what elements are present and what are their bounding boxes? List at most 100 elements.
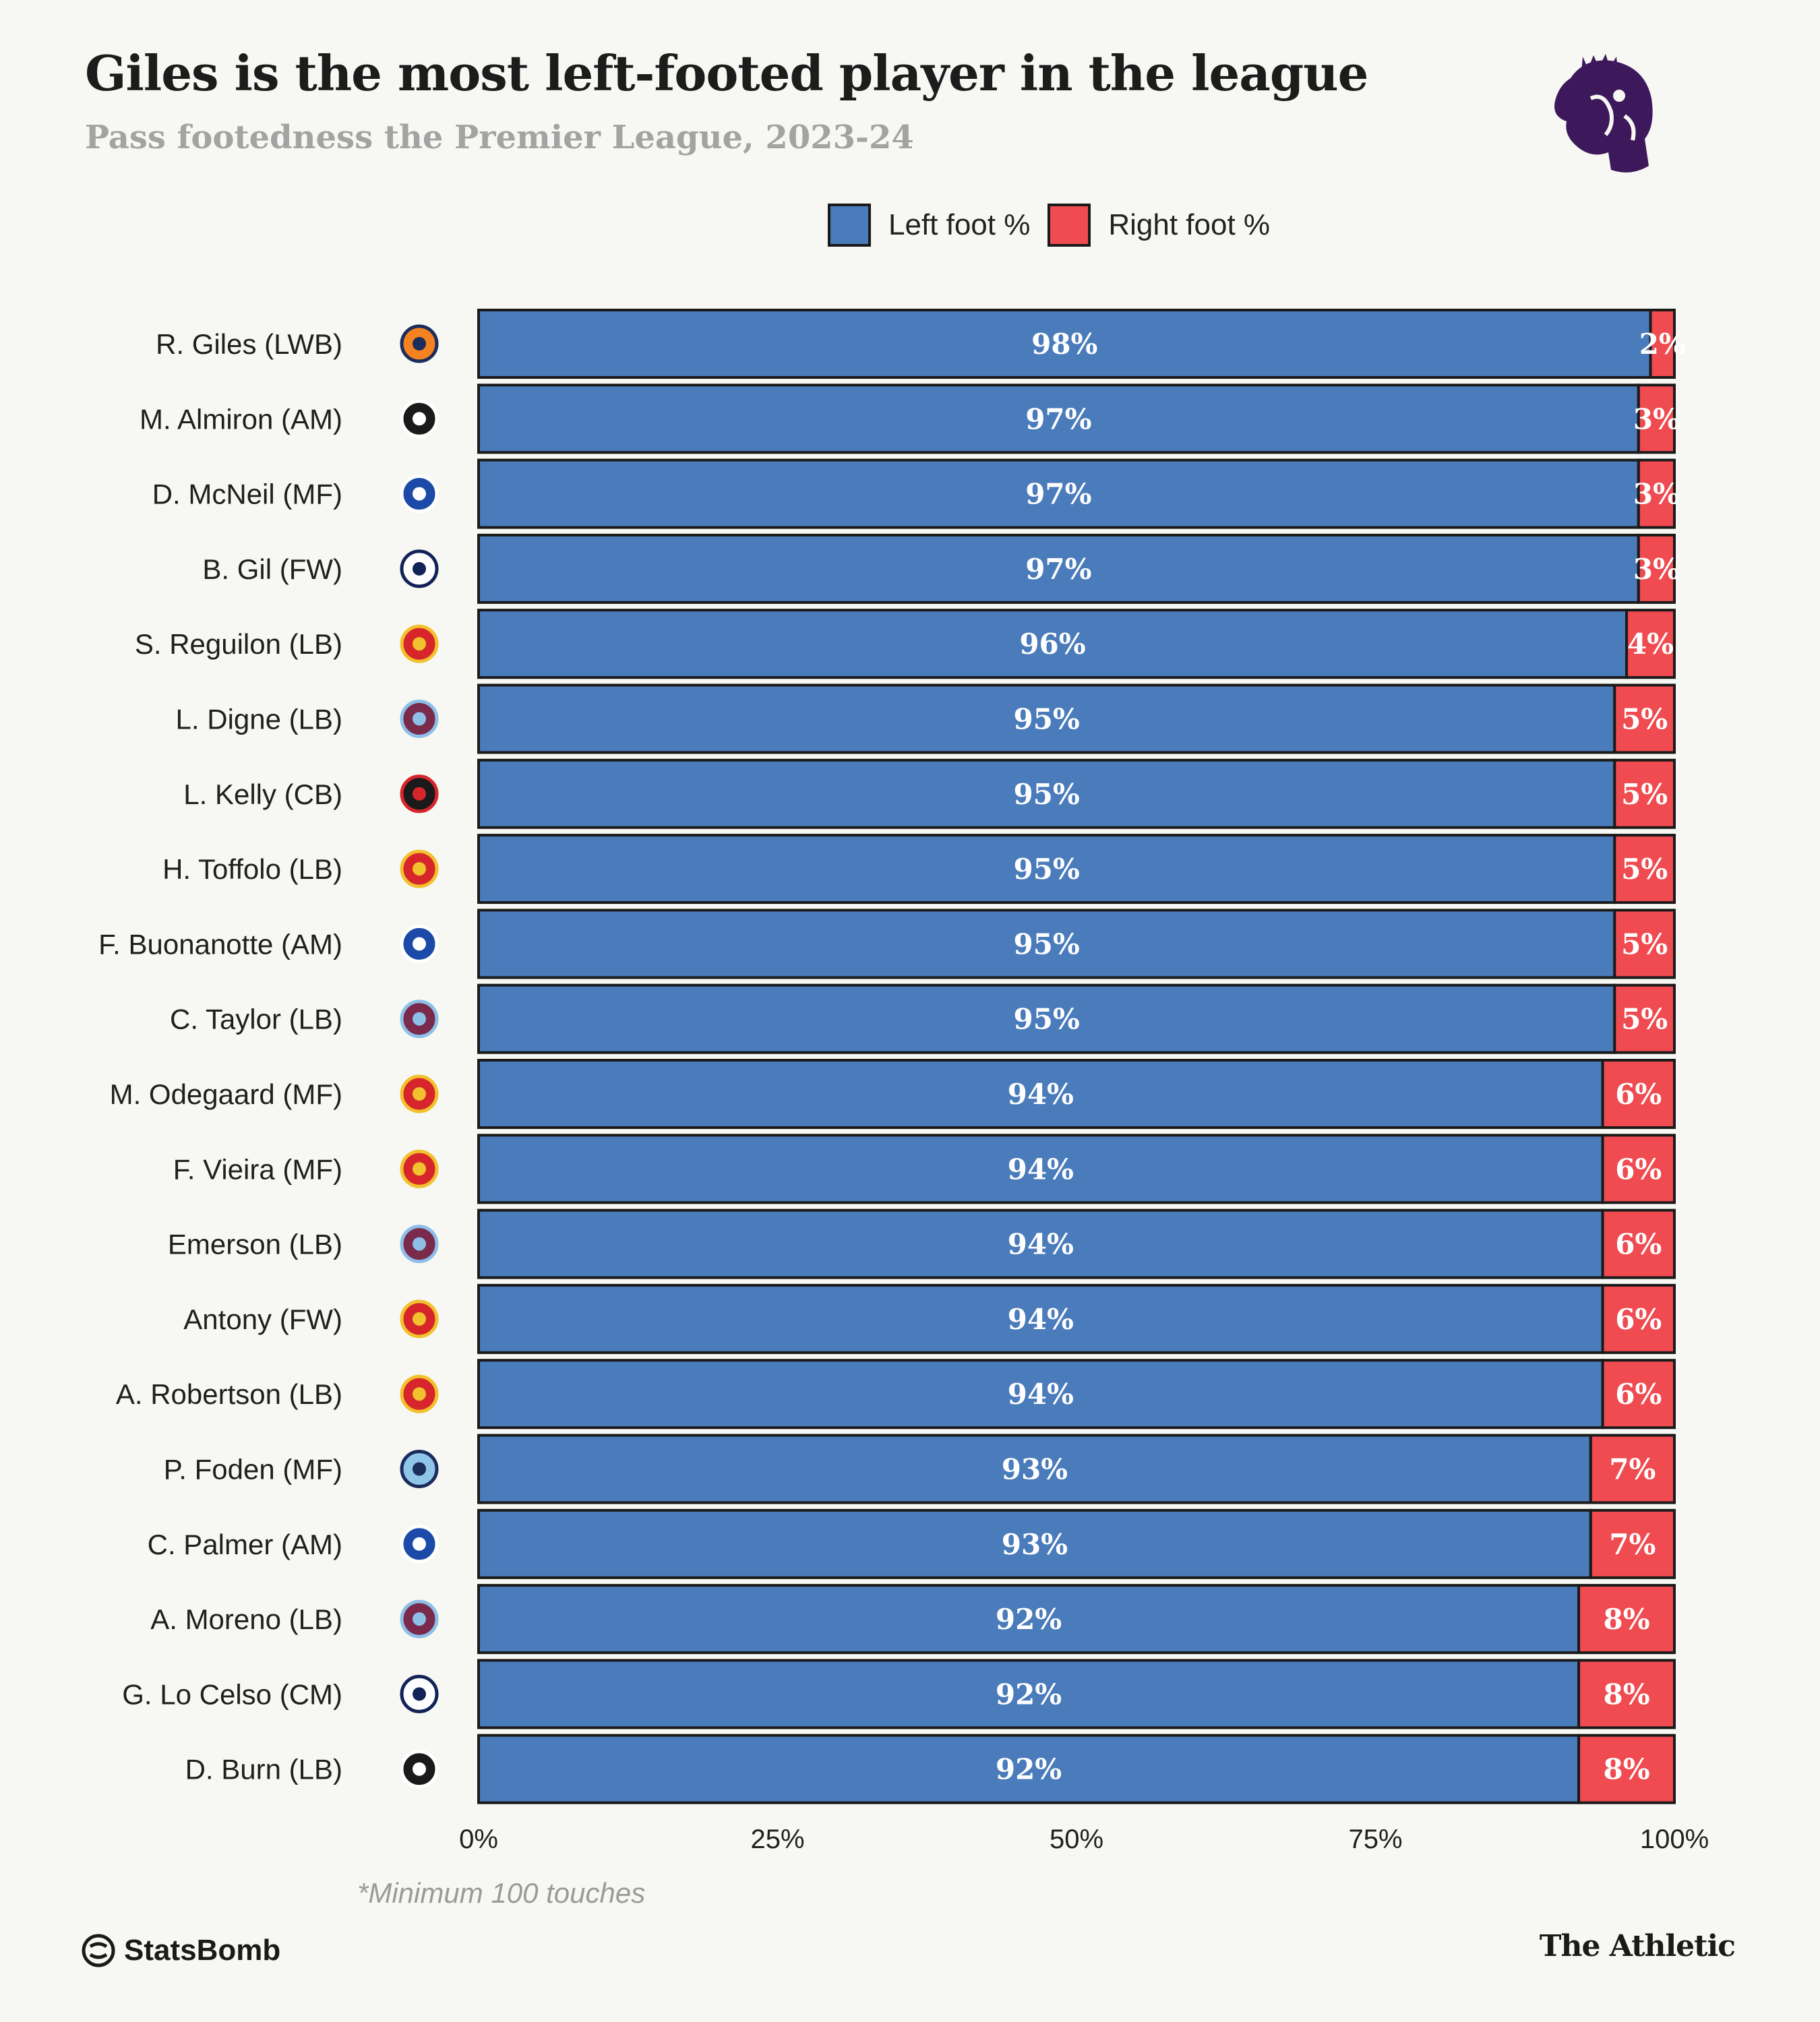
x-tick-label: 75%: [1348, 1825, 1402, 1854]
bar-right-foot: [1589, 1508, 1676, 1579]
tottenham-crest-icon: [400, 1674, 439, 1713]
bar-label-right: 3%: [1633, 402, 1680, 435]
x-tick-label: 100%: [1640, 1825, 1709, 1854]
player-label: Antony (FW): [183, 1304, 342, 1335]
player-label: D. Burn (LB): [185, 1754, 342, 1785]
statsbomb-brand: StatsBomb: [81, 1933, 280, 1968]
bar-label-right: 8%: [1603, 1753, 1649, 1786]
manchester-united-crest-icon: [400, 624, 439, 663]
player-label: F. Buonanotte (AM): [98, 928, 342, 960]
bar-label-right: 7%: [1609, 1453, 1656, 1486]
bar-left-foot: [477, 1434, 1592, 1504]
bar-left-foot: [477, 683, 1616, 754]
bar-left-foot: [477, 834, 1616, 905]
arsenal-crest-icon: [400, 1149, 439, 1188]
bar-right-foot: [1577, 1734, 1676, 1804]
bar-right-foot: [1637, 458, 1676, 529]
player-label: Emerson (LB): [168, 1229, 342, 1260]
player-label: F. Vieira (MF): [173, 1153, 342, 1185]
legend-swatch-right: [1048, 204, 1091, 247]
bar-label-right: 3%: [1633, 478, 1680, 511]
bar-right-foot: [1613, 758, 1676, 829]
bar-label-right: 8%: [1603, 1678, 1649, 1711]
bar-left-foot: [477, 1359, 1604, 1430]
bar-label-right: 8%: [1603, 1603, 1649, 1636]
bar-label-left: 94%: [1008, 1228, 1074, 1261]
bar-right-foot: [1577, 1659, 1676, 1729]
player-label: M. Odegaard (MF): [110, 1078, 342, 1110]
bar-left-foot: [477, 1508, 1592, 1579]
bar-label-right: 6%: [1615, 1378, 1662, 1411]
bar-label-right: 5%: [1621, 778, 1668, 811]
player-label: P. Foden (MF): [164, 1454, 342, 1485]
player-label: G. Lo Celso (CM): [122, 1678, 342, 1710]
newcastle-crest-icon: [400, 399, 439, 438]
bar-right-foot: [1625, 609, 1676, 679]
bar-label-right: 5%: [1621, 703, 1668, 736]
bar-label-right: 5%: [1621, 853, 1668, 886]
bar-label-left: 95%: [1013, 1003, 1079, 1036]
bar-label-right: 2%: [1639, 328, 1686, 361]
bar-label-left: 93%: [1002, 1453, 1068, 1486]
everton-crest-icon: [400, 474, 439, 514]
player-label: L. Digne (LB): [176, 704, 342, 735]
bar-right-foot: [1601, 1359, 1676, 1430]
bar-left-foot: [477, 309, 1652, 379]
bar-right-foot: [1613, 834, 1676, 905]
manchester-united-crest-icon: [400, 1299, 439, 1339]
player-label: D. McNeil (MF): [152, 479, 342, 510]
legend-label-right: Right foot %: [1108, 208, 1271, 241]
chelsea-crest-icon: [400, 1525, 439, 1564]
player-label: B. Gil (FW): [202, 553, 342, 585]
bar-left-foot: [477, 983, 1616, 1054]
luton-town-crest-icon: [400, 324, 439, 363]
bar-label-left: 98%: [1031, 328, 1097, 361]
bar-right-foot: [1601, 1283, 1676, 1354]
bar-label-left: 92%: [996, 1603, 1062, 1636]
player-label: A. Robertson (LB): [116, 1378, 342, 1410]
bar-label-left: 94%: [1008, 1153, 1074, 1186]
bar-left-foot: [477, 609, 1629, 679]
bar-left-foot: [477, 1208, 1604, 1279]
bar-label-right: 5%: [1621, 1003, 1668, 1036]
bar-label-right: 6%: [1615, 1078, 1662, 1111]
bar-left-foot: [477, 1659, 1581, 1729]
bar-label-left: 95%: [1013, 853, 1079, 886]
bar-label-right: 5%: [1621, 927, 1668, 960]
arsenal-crest-icon: [400, 1074, 439, 1113]
bar-label-left: 92%: [996, 1678, 1062, 1711]
liverpool-crest-icon: [400, 1374, 439, 1413]
player-label: R. Giles (LWB): [156, 328, 342, 360]
player-label: A. Moreno (LB): [150, 1603, 342, 1635]
aston-villa-crest-icon: [400, 1599, 439, 1638]
the-athletic-brand: The Athletic: [1539, 1929, 1736, 1963]
bar-label-left: 92%: [996, 1753, 1062, 1786]
bar-right-foot: [1601, 1208, 1676, 1279]
bar-left-foot: [477, 1059, 1604, 1129]
bar-label-left: 97%: [1025, 478, 1091, 511]
statsbomb-text: StatsBomb: [124, 1934, 281, 1967]
bar-label-left: 96%: [1019, 627, 1085, 661]
nottingham-forest-crest-icon: [400, 849, 439, 888]
brighton-crest-icon: [400, 924, 439, 963]
bar-right-foot: [1637, 384, 1676, 454]
bar-label-left: 97%: [1025, 402, 1091, 435]
bar-label-left: 95%: [1013, 703, 1079, 736]
bar-right-foot: [1601, 1059, 1676, 1129]
premier-league-lion-icon: [1554, 54, 1653, 173]
bar-right-foot: [1601, 1134, 1676, 1204]
bar-right-foot: [1649, 309, 1676, 379]
bar-label-left: 94%: [1008, 1378, 1074, 1411]
bar-label-left: 97%: [1025, 553, 1091, 586]
manchester-city-crest-icon: [400, 1450, 439, 1488]
player-label: S. Reguilon (LB): [135, 628, 342, 660]
bar-right-foot: [1637, 533, 1676, 604]
footnote: *Minimum 100 touches: [357, 1877, 646, 1909]
x-tick-label: 25%: [750, 1825, 804, 1854]
bar-label-right: 6%: [1615, 1228, 1662, 1261]
bar-right-foot: [1589, 1434, 1676, 1504]
statsbomb-logo-icon: [82, 1934, 115, 1967]
bar-right-foot: [1577, 1584, 1676, 1655]
bar-label-right: 4%: [1627, 627, 1674, 661]
